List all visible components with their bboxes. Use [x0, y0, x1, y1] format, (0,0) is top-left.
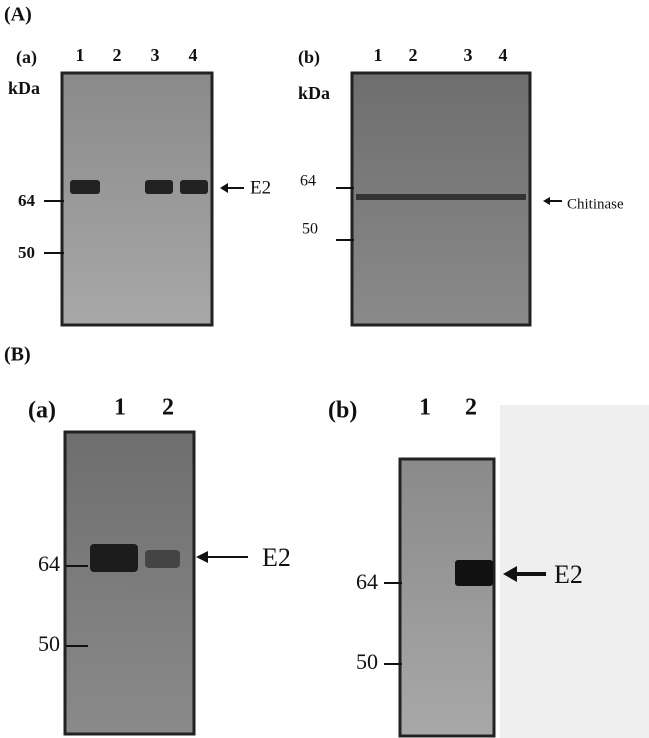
- gel: [60, 71, 214, 327]
- subpanel-label: (b): [298, 47, 320, 68]
- band: [356, 194, 526, 200]
- arrow-head: [503, 566, 517, 582]
- marker-label: 64: [356, 569, 378, 594]
- marker-label: 64: [300, 173, 316, 190]
- lane-label: 3: [464, 45, 473, 65]
- marker-label: 50: [302, 221, 318, 238]
- marker-label: 50: [38, 631, 60, 656]
- subpanel-label: (a): [16, 47, 37, 68]
- lane-label: 2: [465, 395, 477, 421]
- band: [455, 560, 493, 586]
- band-label: E2: [262, 543, 291, 572]
- arrow-head: [196, 551, 208, 563]
- band-label: E2: [554, 560, 583, 589]
- panel-label: (B): [4, 344, 31, 366]
- band: [70, 180, 100, 194]
- unit-label: kDa: [8, 78, 40, 98]
- arrow-head: [220, 183, 228, 193]
- gel: [63, 430, 196, 736]
- subpanel-label: (a): [28, 398, 56, 424]
- lane-label: 2: [409, 45, 418, 65]
- lane-label: 1: [114, 395, 126, 421]
- band: [145, 180, 173, 194]
- subpanel-label: (b): [328, 398, 357, 424]
- arrow-head: [543, 197, 550, 205]
- unit-label: kDa: [298, 83, 330, 103]
- marker-label: 64: [38, 551, 60, 576]
- band: [90, 544, 138, 572]
- background: [500, 405, 649, 738]
- lane-label: 2: [113, 45, 122, 65]
- lane-label: 4: [499, 45, 508, 65]
- lane-label: 2: [162, 395, 174, 421]
- marker-label: 50: [356, 649, 378, 674]
- band: [145, 550, 180, 568]
- lane-label: 1: [419, 395, 431, 421]
- gel: [398, 457, 496, 738]
- lane-label: 1: [76, 45, 85, 65]
- band-label: E2: [250, 177, 271, 198]
- lane-label: 1: [374, 45, 383, 65]
- marker-label: 50: [18, 243, 35, 262]
- lane-label: 3: [151, 45, 160, 65]
- band-label: Chitinase: [567, 196, 624, 212]
- marker-label: 64: [18, 191, 36, 210]
- lane-label: 4: [189, 45, 198, 65]
- band: [180, 180, 208, 194]
- panel-label: (A): [4, 4, 32, 26]
